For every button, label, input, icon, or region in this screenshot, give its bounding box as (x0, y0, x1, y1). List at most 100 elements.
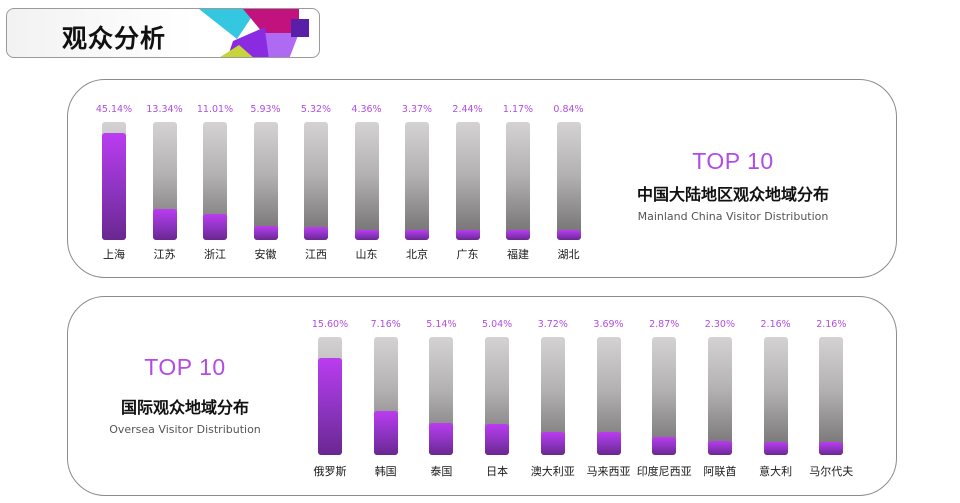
bar-track (354, 122, 379, 240)
bar-track (763, 337, 788, 455)
oversea-title-cn: 国际观众地域分布 (120, 398, 249, 417)
bar-value-label: 2.16% (816, 319, 847, 330)
bar-category-label: 意大利 (759, 465, 793, 478)
bar-value-label: 2.30% (704, 319, 735, 330)
bar (506, 230, 530, 240)
bar (652, 437, 677, 455)
bar-value-label: 11.01% (196, 104, 234, 115)
oversea-distribution-panel: TOP 10 国际观众地域分布 Oversea Visitor Distribu… (67, 296, 897, 496)
bar-track (556, 122, 581, 240)
bar-category-label: 阿联酋 (703, 465, 737, 478)
bar-value-label: 2.44% (452, 104, 483, 115)
bar-category-label: 广东 (456, 248, 479, 261)
bar-value-label: 2.87% (649, 319, 680, 330)
deco-magenta-shape (243, 9, 299, 33)
bar (429, 423, 454, 455)
deco-cyan-shape (199, 9, 257, 39)
bar-category-label: 日本 (486, 465, 509, 478)
page-title: 观众分析 (62, 24, 167, 53)
bar-value-label: 3.69% (593, 319, 624, 330)
bar-value-label: 5.04% (482, 319, 513, 330)
bar-column: 2.87% 印度尼西亚 (637, 297, 692, 497)
bar-value-label: 2.16% (760, 319, 791, 330)
bar-category-label: 上海 (103, 248, 125, 261)
bar (556, 230, 581, 240)
bar-category-label: 山东 (355, 248, 378, 261)
bar-track (485, 337, 510, 455)
bar-category-label: 浙江 (204, 248, 226, 261)
bar-category-label: 马来西亚 (586, 465, 631, 478)
bar-track (652, 337, 677, 455)
bar-value-label: 5.93% (250, 104, 281, 115)
bar-column: 2.44% 广东 (452, 80, 482, 279)
bar (203, 214, 227, 240)
bar-column: 13.34% 江苏 (146, 80, 182, 279)
bar-value-label: 15.60% (311, 319, 349, 330)
bar-category-label: 江苏 (153, 248, 176, 261)
deco-violet-shape (265, 33, 299, 57)
bar-value-label: 7.16% (370, 319, 401, 330)
bar-category-label: 印度尼西亚 (636, 465, 692, 478)
bar (373, 410, 398, 455)
bar-column: 15.60% 俄罗斯 (312, 297, 348, 497)
bar-category-label: 福建 (507, 248, 529, 261)
bar (405, 230, 429, 240)
bar (152, 208, 177, 240)
oversea-top10-label: TOP 10 (144, 354, 226, 380)
bar (485, 423, 510, 455)
bar (102, 133, 126, 240)
bar-category-label: 安徽 (254, 248, 277, 261)
bar-value-label: 45.14% (95, 104, 133, 115)
oversea-bar-chart: 15.60% 俄罗斯 7.16% 韩国 5.14% 泰国 5.04% 日本 3.72% 澳大利亚 3… (298, 297, 898, 497)
section-header: 观众分析 (6, 8, 320, 58)
bar-column: 3.72% 澳大利亚 (531, 297, 575, 497)
bar-track (253, 122, 278, 240)
bar-category-label: 湖北 (557, 248, 580, 261)
bar-track (373, 337, 398, 455)
oversea-title-en: Oversea Visitor Distribution (109, 423, 261, 436)
bar-track (540, 337, 565, 455)
bar-column: 2.16% 马尔代夫 (809, 297, 853, 497)
bar-value-label: 5.32% (300, 104, 332, 115)
bar-track (318, 337, 342, 455)
deco-square-shape (291, 19, 309, 37)
bar-track (102, 122, 126, 240)
bar-category-label: 韩国 (374, 465, 397, 478)
bar-category-label: 北京 (406, 248, 428, 261)
bar-value-label: 13.34% (146, 104, 183, 115)
bar-column: 4.36% 山东 (351, 80, 381, 279)
bar-track (304, 122, 328, 240)
bar-track (707, 337, 732, 455)
bar-column: 11.01% 浙江 (197, 80, 233, 279)
bar-track (819, 337, 844, 455)
bar-value-label: 0.84% (553, 104, 584, 115)
bar-column: 5.04% 日本 (482, 297, 512, 497)
bar-category-label: 马尔代夫 (809, 465, 854, 478)
bar-column: 3.69% 马来西亚 (587, 297, 631, 497)
bar-track (455, 122, 480, 240)
bar-value-label: 3.37% (401, 104, 433, 115)
bar-column: 5.93% 安徽 (250, 80, 280, 279)
bar-column: 45.14% 上海 (96, 80, 132, 279)
bar-track (506, 122, 530, 240)
mainland-title-en: Mainland China Visitor Distribution (637, 210, 829, 223)
bar (354, 229, 379, 240)
bar-column: 2.16% 意大利 (759, 297, 792, 497)
bar-category-label: 泰国 (430, 465, 453, 478)
bar-track (152, 122, 177, 240)
bar-column: 1.17% 福建 (503, 80, 533, 279)
bar (763, 441, 788, 455)
bar (304, 227, 328, 240)
bar (707, 440, 732, 455)
decorative-logo-shape (199, 9, 309, 57)
bar-column: 2.30% 阿联酋 (703, 297, 736, 497)
bar (253, 226, 278, 240)
bar-category-label: 澳大利亚 (530, 465, 575, 478)
bar (819, 441, 844, 455)
bar (540, 431, 565, 455)
bar (596, 432, 621, 455)
mainland-title-cn: 中国大陆地区观众地域分布 (636, 185, 829, 204)
bar (318, 358, 342, 455)
bar-track (203, 122, 227, 240)
bar (455, 230, 480, 240)
